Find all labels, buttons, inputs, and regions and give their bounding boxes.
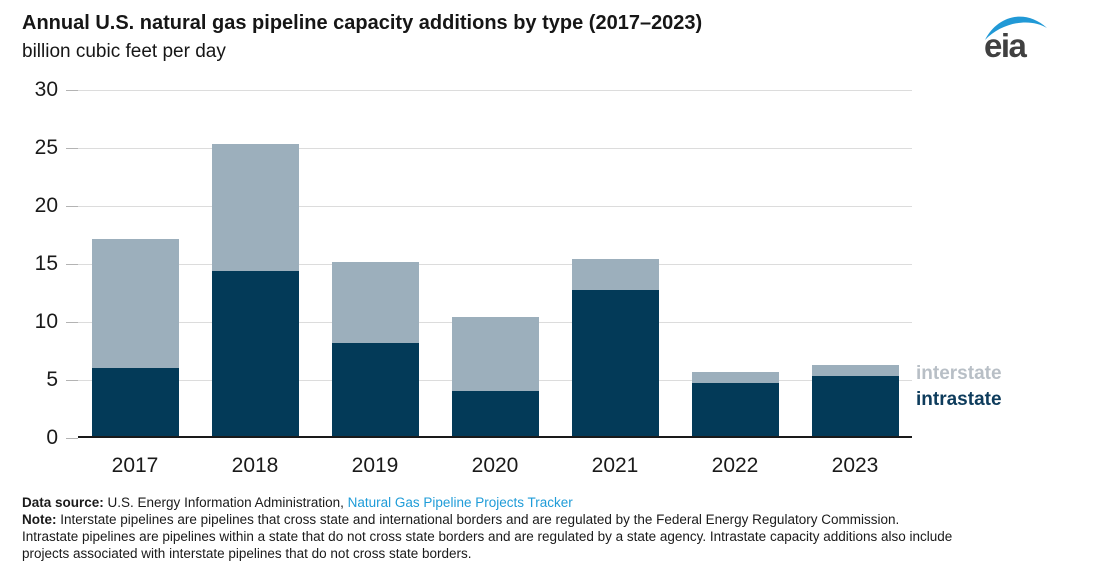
y-tick-20 bbox=[66, 205, 78, 207]
x-axis-label-2020: 2020 bbox=[471, 454, 519, 477]
x-axis-label-2018: 2018 bbox=[231, 454, 279, 477]
data-source-text: U.S. Energy Information Administration, bbox=[103, 495, 348, 510]
chart-legend: interstate intrastate bbox=[916, 361, 1002, 413]
y-tick-30 bbox=[66, 89, 78, 91]
data-source-link[interactable]: Natural Gas Pipeline Projects Tracker bbox=[347, 495, 573, 510]
bar-2020-interstate bbox=[451, 316, 539, 391]
bar-chart: 0 5 10 15 20 25 30 2017 2018 2019 2020 2021 2022 202… bbox=[0, 78, 1100, 477]
note-text-1: Interstate pipelines are pipelines that … bbox=[56, 512, 900, 527]
y-axis-label-0: 0 bbox=[46, 426, 58, 449]
gridline-15 bbox=[78, 263, 912, 265]
y-tick-10 bbox=[66, 321, 78, 323]
bar-2020-intrastate bbox=[451, 390, 539, 436]
chart-title: Annual U.S. natural gas pipeline capacit… bbox=[22, 12, 703, 34]
y-tick-5 bbox=[66, 379, 78, 381]
x-axis-label-2017: 2017 bbox=[111, 454, 159, 477]
note-label: Note: bbox=[22, 512, 57, 527]
note-line-1: Note: Interstate pipelines are pipelines… bbox=[22, 511, 952, 528]
data-source-line: Data source: U.S. Energy Information Adm… bbox=[22, 494, 952, 511]
legend-label-intrastate: intrastate bbox=[916, 389, 1002, 410]
bar-2017-intrastate bbox=[91, 367, 179, 436]
eia-logo-text: eia bbox=[984, 27, 1028, 60]
bar-2018-interstate bbox=[211, 143, 299, 272]
data-source-label: Data source: bbox=[22, 495, 104, 510]
bar-2021-intrastate bbox=[571, 289, 659, 436]
x-axis-label-2023: 2023 bbox=[831, 454, 879, 477]
y-tick-0 bbox=[66, 437, 78, 439]
y-axis-label-30: 30 bbox=[34, 78, 58, 101]
bar-2023-intrastate bbox=[811, 375, 899, 436]
y-axis-label-10: 10 bbox=[34, 310, 58, 333]
gridline-30 bbox=[78, 89, 912, 91]
gridline-25 bbox=[78, 147, 912, 149]
bar-2018-intrastate bbox=[211, 271, 299, 436]
y-axis-label-25: 25 bbox=[34, 136, 58, 159]
y-tick-25 bbox=[66, 147, 78, 149]
eia-logo-swoosh-icon bbox=[985, 16, 1047, 40]
bar-2017-interstate bbox=[91, 238, 179, 368]
gridline-20 bbox=[78, 205, 912, 207]
bar-2022-interstate bbox=[691, 372, 779, 383]
legend-label-interstate: interstate bbox=[916, 363, 1002, 384]
bar-2019-interstate bbox=[331, 262, 419, 344]
bar-2022-intrastate bbox=[691, 382, 779, 436]
note-line-2: Intrastate pipelines are pipelines withi… bbox=[22, 529, 953, 544]
bar-2023-interstate bbox=[811, 365, 899, 376]
x-axis-label-2019: 2019 bbox=[351, 454, 399, 477]
footer: Data source: U.S. Energy Information Adm… bbox=[22, 494, 952, 562]
eia-logo: eia bbox=[984, 16, 1047, 60]
bar-2021-interstate bbox=[571, 258, 659, 290]
y-tick-15 bbox=[66, 263, 78, 265]
bar-2019-intrastate bbox=[331, 343, 419, 436]
chart-subtitle: billion cubic feet per day bbox=[22, 41, 226, 62]
y-axis-label-15: 15 bbox=[34, 252, 58, 275]
x-axis-label-2022: 2022 bbox=[711, 454, 759, 477]
note-line-3: projects associated with interstate pipe… bbox=[22, 546, 472, 561]
x-axis-line bbox=[78, 436, 912, 438]
y-axis-label-5: 5 bbox=[46, 368, 58, 391]
x-axis-label-2021: 2021 bbox=[591, 454, 639, 477]
y-axis-label-20: 20 bbox=[34, 194, 58, 217]
